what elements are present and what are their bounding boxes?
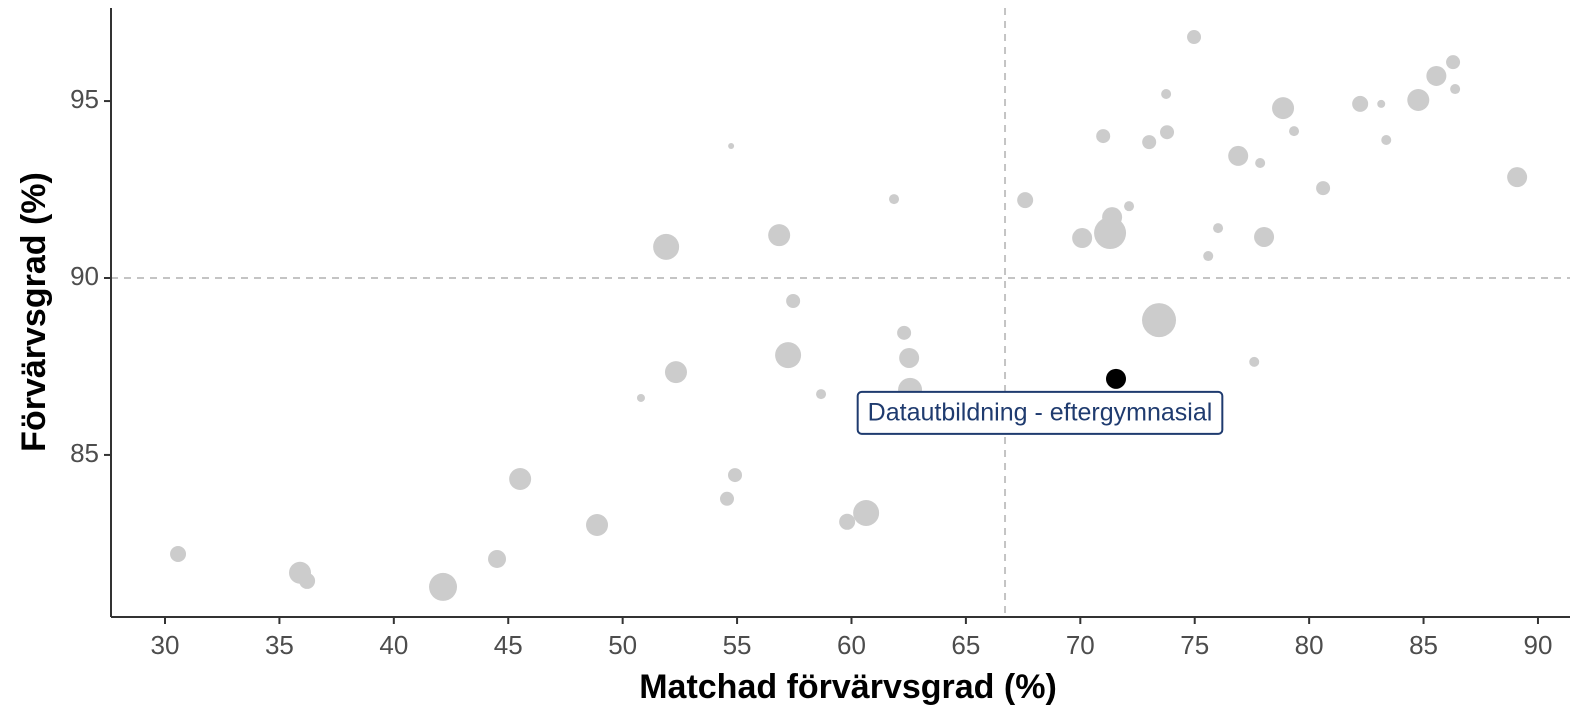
point	[1203, 251, 1214, 262]
x-tick-label: 40	[379, 630, 408, 660]
point	[1446, 55, 1461, 70]
point	[1094, 217, 1127, 250]
point	[899, 347, 920, 368]
point	[429, 572, 458, 601]
point	[816, 389, 827, 400]
y-tick-label: 90	[70, 261, 99, 291]
point	[786, 293, 801, 308]
point	[1096, 129, 1111, 144]
point	[1316, 181, 1331, 196]
point	[299, 572, 316, 589]
point	[653, 233, 680, 260]
point	[1160, 125, 1175, 140]
x-tick-label: 80	[1295, 630, 1324, 660]
point	[720, 491, 735, 506]
point	[1255, 157, 1266, 168]
point	[1017, 192, 1034, 209]
point	[728, 143, 735, 150]
x-tick-label: 55	[723, 630, 752, 660]
point	[1507, 167, 1528, 188]
point	[636, 393, 645, 402]
point	[1381, 134, 1392, 145]
point	[1124, 201, 1135, 212]
highlight-point	[1106, 368, 1127, 389]
point	[664, 361, 687, 384]
point	[775, 342, 802, 369]
point	[170, 546, 187, 563]
point	[853, 499, 880, 526]
point	[897, 325, 912, 340]
x-tick-label: 70	[1066, 630, 1095, 660]
x-axis-title: Matchad förvärvsgrad (%)	[639, 668, 1057, 706]
y-axis-title: Förvärvsgrad (%)	[15, 172, 53, 452]
x-tick-label: 90	[1524, 630, 1553, 660]
x-tick-label: 35	[265, 630, 294, 660]
point	[1407, 89, 1430, 112]
point	[1228, 145, 1249, 166]
point	[1142, 303, 1177, 338]
x-tick-label: 30	[151, 630, 180, 660]
x-tick-label: 60	[837, 630, 866, 660]
point	[586, 513, 609, 536]
point	[1289, 126, 1300, 137]
point	[1142, 135, 1157, 150]
point	[768, 224, 791, 247]
y-tick-label: 85	[70, 438, 99, 468]
point	[1213, 223, 1224, 234]
point	[509, 467, 532, 490]
point	[1161, 88, 1172, 99]
x-tick-label: 75	[1180, 630, 1209, 660]
point	[1249, 356, 1260, 367]
point	[1450, 84, 1461, 95]
x-tick-label: 50	[608, 630, 637, 660]
point	[1254, 226, 1275, 247]
point	[1426, 65, 1447, 86]
point-label: Datautbildning - eftergymnasial	[868, 398, 1213, 426]
y-tick-label: 95	[70, 84, 99, 114]
point	[1272, 97, 1295, 120]
point	[1377, 99, 1386, 108]
point	[728, 468, 743, 483]
x-tick-label: 85	[1409, 630, 1438, 660]
label-box	[856, 390, 1224, 435]
point	[488, 549, 507, 568]
point	[1187, 30, 1202, 45]
x-tick-label: 45	[494, 630, 523, 660]
point	[889, 194, 900, 205]
point	[1352, 95, 1369, 112]
point	[1072, 228, 1093, 249]
x-tick-label: 65	[951, 630, 980, 660]
point	[839, 513, 856, 530]
